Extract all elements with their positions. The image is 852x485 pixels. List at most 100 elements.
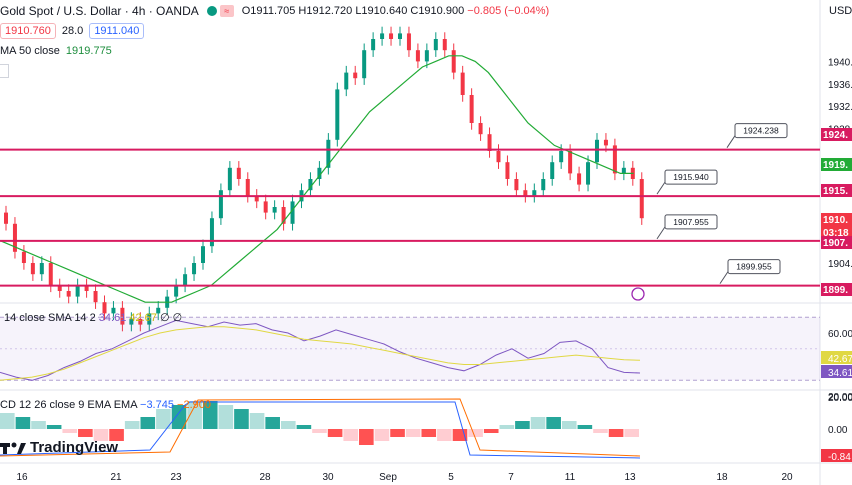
time-tick-label: 16 bbox=[16, 472, 28, 483]
callout-box bbox=[664, 214, 718, 230]
macd-histogram-bar bbox=[187, 401, 202, 429]
candle-body bbox=[227, 167, 232, 191]
sell-button[interactable]: 1910.760 bbox=[0, 23, 56, 39]
candle-body bbox=[451, 50, 456, 73]
time-tick-label: 28 bbox=[259, 472, 271, 483]
candle-body bbox=[102, 302, 107, 314]
tradingview-logo: TradingView bbox=[0, 439, 118, 456]
macd-histogram-bar bbox=[31, 421, 46, 429]
candle-body bbox=[532, 190, 537, 196]
close-value: C1910.900 bbox=[410, 5, 465, 17]
candle-body bbox=[156, 307, 161, 314]
macd-histogram-bar bbox=[421, 429, 437, 437]
time-tick-label: Sep bbox=[379, 472, 397, 483]
candle-body bbox=[236, 167, 241, 179]
candle-body bbox=[586, 162, 591, 185]
wave-icon: ≈ bbox=[219, 5, 234, 17]
callout-label: 1924.238 bbox=[743, 126, 779, 136]
price-scale-label-bg bbox=[821, 213, 852, 226]
sma50-line bbox=[0, 55, 634, 303]
signal-value: −2.900 bbox=[177, 399, 211, 411]
macd-histogram-bar bbox=[530, 417, 546, 429]
macd-histogram-bar bbox=[499, 425, 515, 429]
rsi-axis-label-bg bbox=[821, 365, 852, 378]
callout-box bbox=[664, 169, 718, 185]
price-scale-label-bg bbox=[821, 226, 852, 239]
candle-body bbox=[21, 251, 26, 263]
candle-body bbox=[424, 50, 429, 62]
callout-leader bbox=[719, 271, 729, 284]
candle-body bbox=[111, 307, 116, 314]
buy-button[interactable]: 1911.040 bbox=[89, 23, 145, 39]
rsi-sma-value: 42.67 bbox=[129, 312, 157, 324]
candle-body bbox=[523, 190, 528, 196]
symbol-title[interactable]: Gold Spot / U.S. Dollar · 4h · OANDA bbox=[0, 4, 199, 18]
candle-body bbox=[57, 285, 62, 291]
macd-histogram-bar bbox=[93, 429, 109, 441]
candle-body bbox=[550, 162, 555, 179]
candle-body bbox=[147, 313, 152, 325]
time-tick-label: 21 bbox=[110, 472, 122, 483]
sma-legend[interactable]: MA 50 close 1919.775 bbox=[0, 45, 112, 57]
macd-histogram-bar bbox=[515, 421, 530, 429]
macd-legend[interactable]: CD 12 26 close 9 EMA EMA −3.745 −2.900 bbox=[0, 399, 211, 411]
time-tick-label: 30 bbox=[322, 472, 334, 483]
tradingview-icon bbox=[0, 442, 26, 454]
time-tick-label: 18 bbox=[716, 472, 728, 483]
price-scale-label: 1919. bbox=[823, 160, 848, 171]
candle-body bbox=[397, 33, 402, 39]
candle-body bbox=[371, 39, 376, 51]
macd-histogram-bar bbox=[593, 429, 608, 433]
candle-body bbox=[478, 123, 483, 135]
price-scale-label-bg bbox=[821, 128, 852, 141]
rsi-legend[interactable]: 14 close SMA 14 2 34.61 42.67 ∅ ∅ bbox=[4, 311, 182, 324]
candle-body bbox=[263, 201, 268, 213]
callout-label: 1907.955 bbox=[673, 217, 709, 227]
candle-body bbox=[433, 39, 438, 51]
sma-label: MA 50 close bbox=[0, 45, 60, 57]
callout-label: 1915.940 bbox=[673, 172, 709, 182]
price-scale-label-bg bbox=[821, 236, 852, 249]
candle-body bbox=[577, 173, 582, 185]
price-scale-label: 1915. bbox=[823, 186, 848, 197]
macd-histogram-bar bbox=[0, 413, 15, 429]
macd-histogram-bar bbox=[156, 409, 171, 429]
currency-label[interactable]: USD bbox=[829, 5, 852, 17]
low-value: L1910.640 bbox=[355, 5, 408, 17]
candle-body bbox=[639, 179, 644, 219]
price-scale-label: 03:18 bbox=[823, 228, 849, 239]
time-tick-label: 13 bbox=[624, 472, 636, 483]
candle-body bbox=[218, 190, 223, 219]
price-tick-label: 1940.0 bbox=[828, 57, 852, 68]
candle-body bbox=[93, 291, 98, 303]
chart-header: Gold Spot / U.S. Dollar · 4h · OANDA ≈ O… bbox=[0, 0, 549, 22]
macd-histogram-bar bbox=[359, 429, 374, 445]
collapse-legend-button[interactable] bbox=[0, 64, 9, 78]
candle-body bbox=[496, 151, 501, 163]
candle-body bbox=[84, 285, 89, 291]
candle-body bbox=[612, 145, 617, 174]
candle-body bbox=[415, 50, 420, 62]
candle-body bbox=[344, 72, 349, 90]
candle-body bbox=[245, 179, 250, 196]
candle-body bbox=[568, 151, 573, 174]
macd-axis-label: 20.00 bbox=[828, 393, 852, 404]
candle-body bbox=[30, 263, 35, 275]
rsi-axis-label: 42.67 bbox=[828, 354, 852, 365]
rsi-axis-label: 60.00 bbox=[828, 329, 852, 340]
price-scale-label: 1899. bbox=[823, 285, 848, 296]
macd-histogram-bar bbox=[62, 429, 78, 433]
macd-histogram-bar bbox=[577, 425, 593, 429]
macd-histogram-bar bbox=[234, 409, 249, 429]
rsi-axis-label: 34.61 bbox=[828, 368, 852, 379]
candle-body bbox=[129, 319, 134, 325]
price-scale-label-bg bbox=[821, 158, 852, 171]
macd-histogram-bar bbox=[140, 417, 156, 429]
time-tick-label: 7 bbox=[508, 472, 514, 483]
candle-body bbox=[487, 134, 492, 151]
macd-histogram-bar bbox=[624, 429, 639, 437]
candle-body bbox=[559, 151, 564, 163]
logo-text: TradingView bbox=[30, 439, 119, 456]
macd-histogram-bar bbox=[296, 425, 312, 429]
